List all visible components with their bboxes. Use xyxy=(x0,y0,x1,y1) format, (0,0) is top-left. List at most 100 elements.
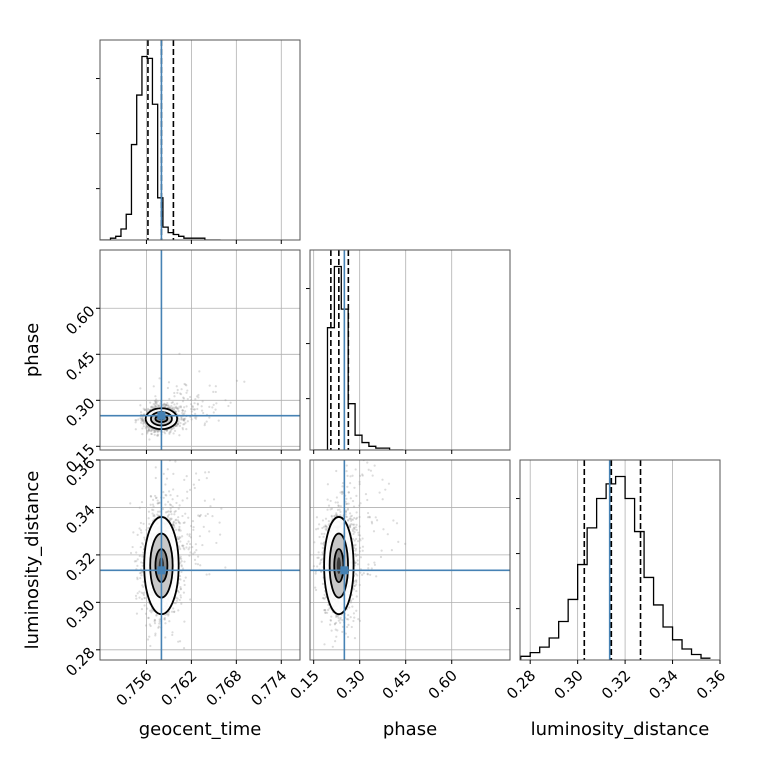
histogram-bar xyxy=(635,532,644,660)
sample-point xyxy=(330,629,333,632)
sample-point xyxy=(171,401,174,404)
sample-point xyxy=(141,419,144,423)
x-tick-label-geocent_time: 0.774 xyxy=(247,666,290,709)
sample-point xyxy=(172,607,175,610)
sample-point xyxy=(352,619,355,623)
sample-point xyxy=(163,402,166,405)
sample-point xyxy=(315,528,318,531)
sample-point xyxy=(164,493,167,497)
sample-point xyxy=(179,392,182,395)
sample-point xyxy=(175,599,178,602)
sample-point xyxy=(341,492,344,496)
sample-point xyxy=(179,555,182,558)
histogram-bar xyxy=(663,627,672,660)
sample-point xyxy=(183,423,186,426)
sample-point xyxy=(189,551,192,554)
sample-point xyxy=(348,525,351,529)
sample-point xyxy=(314,588,318,592)
sample-point xyxy=(324,596,328,599)
sample-point xyxy=(181,426,184,430)
sample-point xyxy=(351,528,354,531)
sample-point xyxy=(156,502,160,505)
sample-point xyxy=(147,526,150,530)
sample-point xyxy=(180,560,183,563)
sample-point xyxy=(142,592,145,595)
histogram-bar xyxy=(137,95,142,240)
sample-point xyxy=(355,494,358,498)
sample-point xyxy=(326,508,329,511)
sample-point xyxy=(182,544,185,547)
truth-marker xyxy=(340,566,349,575)
sample-point xyxy=(346,507,350,510)
sample-point xyxy=(146,430,149,434)
sample-point xyxy=(330,507,334,510)
sample-point xyxy=(141,417,144,420)
sample-point xyxy=(183,418,186,421)
sample-point xyxy=(199,564,202,567)
sample-point xyxy=(166,401,169,405)
sample-point xyxy=(314,572,317,575)
sample-point xyxy=(355,523,358,526)
sample-point xyxy=(167,610,171,614)
sample-point xyxy=(172,427,175,430)
sample-point xyxy=(367,468,370,471)
sample-point xyxy=(191,405,194,409)
sample-point xyxy=(143,597,146,600)
sample-point xyxy=(193,416,197,419)
sample-point xyxy=(176,422,179,425)
sample-point xyxy=(136,578,139,581)
sample-point xyxy=(154,395,157,398)
sample-point xyxy=(203,422,207,425)
sample-point xyxy=(197,396,200,399)
sample-point xyxy=(335,469,338,473)
sample-point xyxy=(138,590,141,593)
x-tick-label-luminosity_distance: 0.34 xyxy=(645,666,681,702)
sample-point xyxy=(194,562,197,565)
sample-point xyxy=(182,418,185,422)
sample-point xyxy=(330,515,333,518)
sample-point xyxy=(196,402,199,405)
histogram-geocent_time xyxy=(100,40,221,240)
sample-point xyxy=(353,526,356,529)
sample-point xyxy=(186,490,189,493)
sample-point xyxy=(356,574,359,577)
sample-point xyxy=(152,430,155,434)
sample-point xyxy=(204,402,206,404)
sample-point xyxy=(157,430,160,433)
sample-point xyxy=(182,396,185,399)
sample-point xyxy=(185,384,188,387)
sample-point xyxy=(334,615,338,618)
sample-point xyxy=(346,474,349,477)
sample-point xyxy=(368,516,371,519)
sample-point xyxy=(150,406,153,409)
sample-point xyxy=(339,616,342,619)
sample-point xyxy=(141,427,144,430)
sample-point xyxy=(208,384,211,387)
sample-point xyxy=(366,516,370,519)
sample-point xyxy=(352,523,356,526)
sample-point xyxy=(192,528,195,532)
sample-point xyxy=(173,406,176,409)
x-tick-label-phase: 0.30 xyxy=(333,666,369,702)
sample-point xyxy=(322,542,325,545)
sample-point xyxy=(179,393,183,396)
sample-point xyxy=(154,634,157,637)
sample-point xyxy=(177,423,180,426)
sample-point xyxy=(243,380,246,383)
sample-point xyxy=(355,517,358,521)
sample-point xyxy=(178,575,182,578)
histogram-bar xyxy=(654,605,663,660)
sample-point xyxy=(162,472,165,475)
histogram-bar xyxy=(559,621,568,660)
sample-point xyxy=(167,510,170,513)
sample-point xyxy=(152,508,155,512)
sample-point xyxy=(354,547,358,550)
sample-point xyxy=(194,543,197,546)
sample-point xyxy=(352,523,355,526)
sample-point xyxy=(174,460,177,463)
sample-point xyxy=(186,397,189,401)
histogram-bar xyxy=(540,647,549,660)
sample-point xyxy=(141,541,144,545)
sample-point xyxy=(359,546,362,550)
histogram-bar xyxy=(682,649,691,660)
